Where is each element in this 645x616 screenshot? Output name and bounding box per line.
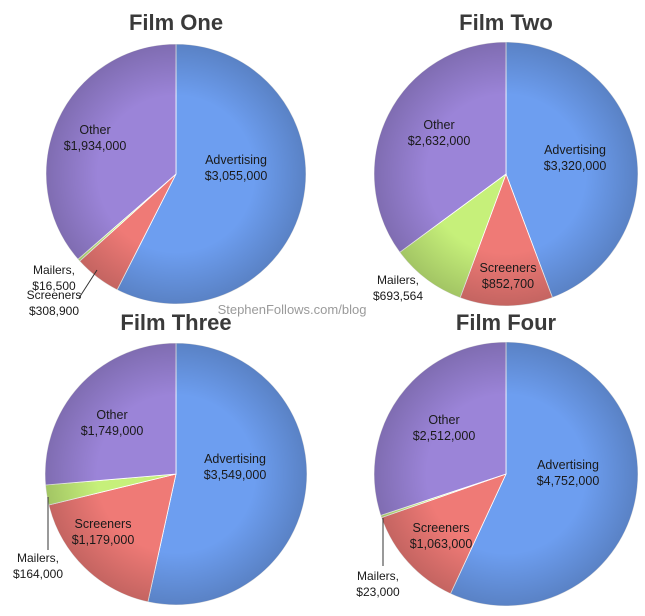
slice-label-screeners: Screeners $308,900 [27, 288, 82, 318]
pie-chart-1: Film One Advertising $3,055,000 Screeners $3… [27, 10, 307, 318]
slice-label-value: $3,320,000 [544, 159, 607, 173]
pie-chart-4: Film Four Advertising $4,752,000 Screeners $… [356, 310, 639, 607]
slice-label-other: Other $1,934,000 [64, 123, 127, 153]
slice-label-value: $2,632,000 [408, 134, 471, 148]
slice-label-advertising: Advertising $3,320,000 [544, 143, 607, 173]
slice-label-name: Other [423, 118, 454, 132]
chart-title: Film Two [459, 10, 553, 35]
pie-shading [46, 44, 306, 304]
slice-label-name: Screeners [75, 517, 132, 531]
slice-label-value: $1,749,000 [81, 424, 144, 438]
slice-label-value: $2,512,000 [413, 429, 476, 443]
slice-label-value: $852,700 [482, 277, 534, 291]
slice-label-value: $693,564 [373, 289, 423, 303]
slice-label-other: Other $2,512,000 [413, 413, 476, 443]
slice-label-advertising: Advertising $3,549,000 [204, 452, 267, 482]
slice-label-advertising: Advertising $3,055,000 [205, 153, 268, 183]
slice-label-name: Mailers, [17, 551, 59, 565]
slice-label-value: $308,900 [29, 304, 79, 318]
slice-label-name: Advertising [544, 143, 606, 157]
slice-label-name: Other [428, 413, 459, 427]
slice-label-name: Mailers, [357, 569, 399, 583]
pie-shading [374, 42, 638, 306]
slice-label-name: Screeners [480, 261, 537, 275]
slice-label-screeners: Screeners $1,063,000 [410, 521, 473, 551]
pie-chart-2: Film Two Advertising $3,320,000 Screeners $8… [373, 10, 639, 307]
slice-label-advertising: Advertising $4,752,000 [537, 458, 600, 488]
slice-label-value: $1,063,000 [410, 537, 473, 551]
slice-label-name: Advertising [537, 458, 599, 472]
slice-label-screeners: Screeners $852,700 [480, 261, 537, 291]
leader-line [78, 269, 98, 299]
slice-label-value: $3,055,000 [205, 169, 268, 183]
slice-label-value: $1,934,000 [64, 139, 127, 153]
slice-label-mailers: Mailers, $164,000 [13, 551, 63, 581]
slice-label-mailers: Mailers, $16,500 [32, 263, 76, 293]
chart-title: Film Three [120, 310, 231, 335]
slice-label-name: Advertising [205, 153, 267, 167]
slice-label-mailers: Mailers, $693,564 [373, 273, 423, 303]
slice-label-name: Advertising [204, 452, 266, 466]
chart-title: Film Four [456, 310, 557, 335]
chart-title: Film One [129, 10, 223, 35]
slice-label-name: Other [79, 123, 110, 137]
slice-label-value: $1,179,000 [72, 533, 135, 547]
slice-label-name: Mailers, [377, 273, 419, 287]
slice-label-screeners: Screeners $1,179,000 [72, 517, 135, 547]
pie-chart-3: Film Three Advertising $3,549,000 Screeners… [13, 310, 308, 606]
slice-label-value: $164,000 [13, 567, 63, 581]
slice-label-name: Screeners [27, 288, 82, 302]
slice-label-mailers: Mailers, $23,000 [356, 569, 400, 599]
pie-shading [374, 342, 638, 606]
slice-label-name: Screeners [413, 521, 470, 535]
slice-label-value: $4,752,000 [537, 474, 600, 488]
slice-label-value: $16,500 [32, 279, 76, 293]
slice-label-value: $3,549,000 [204, 468, 267, 482]
slice-label-value: $23,000 [356, 585, 400, 599]
watermark: StephenFollows.com/blog [218, 302, 367, 317]
pie-shading [45, 343, 307, 605]
slice-label-name: Other [96, 408, 127, 422]
slice-label-name: Mailers, [33, 263, 75, 277]
slice-label-other: Other $1,749,000 [81, 408, 144, 438]
slice-label-other: Other $2,632,000 [408, 118, 471, 148]
